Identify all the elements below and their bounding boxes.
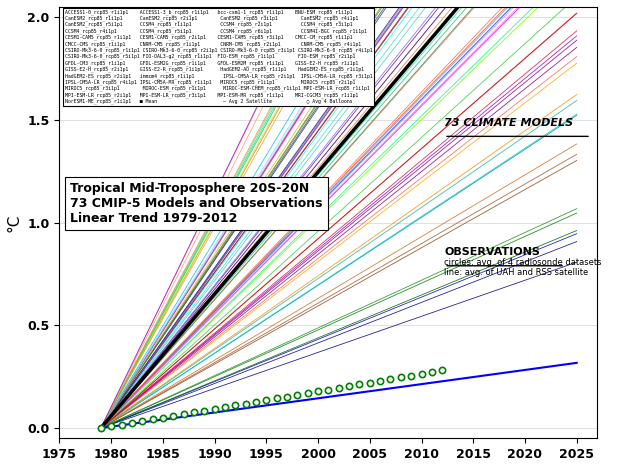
Y-axis label: °C: °C [7,213,22,232]
Text: circles: avg. of 4 radiosonde datasets
line: avg. of UAH and RSS satellite: circles: avg. of 4 radiosonde datasets l… [444,258,602,277]
Text: OBSERVATIONS: OBSERVATIONS [444,247,540,257]
Text: ACCESS1-0_rcp85_r1i1p1    ACCESS1-3_b_rcp85_r1i1p1   bcc-csm1-1_rcp85_r1i1p1    : ACCESS1-0_rcp85_r1i1p1 ACCESS1-3_b_rcp85… [65,9,373,104]
Text: Tropical Mid-Troposphere 20S-20N
73 CMIP-5 Models and Observations
Linear Trend : Tropical Mid-Troposphere 20S-20N 73 CMIP… [71,182,323,225]
Text: 73 CLIMATE MODELS: 73 CLIMATE MODELS [444,117,573,128]
